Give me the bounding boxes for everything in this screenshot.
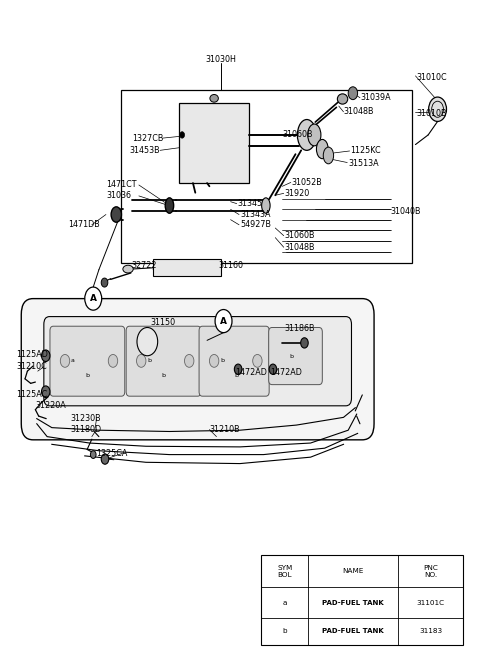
Text: 31183: 31183 — [419, 628, 442, 635]
Text: b: b — [162, 373, 166, 378]
Circle shape — [90, 451, 96, 458]
Text: 1472AD: 1472AD — [271, 368, 302, 377]
Text: A: A — [220, 316, 227, 326]
Text: 31180D: 31180D — [71, 425, 102, 434]
Text: 1327CB: 1327CB — [132, 134, 163, 143]
Text: b: b — [148, 358, 152, 364]
Text: 32722: 32722 — [132, 261, 157, 271]
Circle shape — [184, 354, 194, 367]
FancyBboxPatch shape — [21, 299, 374, 440]
FancyBboxPatch shape — [269, 328, 322, 384]
Text: A: A — [90, 294, 97, 303]
Text: 31048B: 31048B — [344, 107, 374, 117]
Text: 31345: 31345 — [238, 199, 263, 208]
FancyBboxPatch shape — [50, 326, 125, 396]
Text: 31039A: 31039A — [360, 93, 391, 102]
Bar — [153, 259, 221, 276]
Text: a: a — [71, 358, 75, 364]
Text: 1325CA: 1325CA — [96, 449, 128, 458]
Text: SYM
BOL: SYM BOL — [277, 565, 292, 578]
Bar — [121, 90, 412, 263]
Circle shape — [209, 354, 219, 367]
Text: PAD-FUEL TANK: PAD-FUEL TANK — [322, 599, 384, 606]
Ellipse shape — [308, 124, 321, 146]
Text: 31101C: 31101C — [417, 599, 444, 606]
Circle shape — [269, 364, 276, 375]
Text: NAME: NAME — [342, 569, 363, 574]
Text: 31210B: 31210B — [209, 425, 240, 434]
Ellipse shape — [298, 119, 316, 151]
Text: 31030H: 31030H — [206, 54, 237, 64]
FancyBboxPatch shape — [126, 326, 201, 396]
Text: 31210C: 31210C — [16, 362, 47, 371]
Circle shape — [60, 354, 70, 367]
Circle shape — [136, 354, 146, 367]
Circle shape — [215, 310, 232, 333]
Circle shape — [252, 354, 262, 367]
Ellipse shape — [165, 198, 174, 214]
Text: 1125KC: 1125KC — [350, 147, 381, 155]
Text: 31150: 31150 — [151, 318, 176, 327]
Bar — [261, 555, 463, 645]
Text: PNC
NO.: PNC NO. — [423, 565, 438, 578]
Circle shape — [234, 364, 242, 375]
Ellipse shape — [111, 207, 121, 222]
Text: 31920: 31920 — [285, 189, 310, 198]
Circle shape — [180, 132, 184, 138]
Circle shape — [300, 338, 308, 348]
Text: b: b — [220, 358, 224, 364]
Text: 31513A: 31513A — [348, 159, 379, 168]
Text: 1471DB: 1471DB — [68, 220, 100, 229]
Ellipse shape — [210, 94, 218, 102]
Text: 31220A: 31220A — [36, 402, 66, 410]
Circle shape — [137, 328, 157, 356]
FancyBboxPatch shape — [44, 316, 351, 406]
Text: 31060B: 31060B — [285, 231, 315, 240]
Text: 54927B: 54927B — [240, 220, 271, 229]
Text: 31052B: 31052B — [292, 178, 323, 187]
Text: 31343A: 31343A — [240, 210, 271, 219]
Text: 1472AD: 1472AD — [235, 368, 267, 377]
Text: 31010B: 31010B — [416, 109, 447, 119]
Text: 1125AD: 1125AD — [16, 350, 48, 359]
Text: 31010C: 31010C — [416, 73, 447, 82]
Text: 31453B: 31453B — [129, 146, 160, 155]
Circle shape — [348, 87, 358, 100]
Circle shape — [85, 287, 102, 310]
Circle shape — [108, 354, 118, 367]
Circle shape — [41, 386, 50, 398]
Text: 31040B: 31040B — [391, 208, 421, 216]
FancyBboxPatch shape — [199, 326, 269, 396]
Circle shape — [101, 278, 108, 287]
Ellipse shape — [429, 97, 446, 121]
Text: b: b — [85, 373, 89, 378]
Circle shape — [101, 454, 109, 464]
Text: b: b — [282, 628, 287, 635]
Text: 31160: 31160 — [219, 261, 244, 271]
Text: 31186B: 31186B — [285, 324, 315, 333]
Text: b: b — [234, 373, 238, 378]
Ellipse shape — [123, 265, 133, 273]
Text: a: a — [283, 599, 287, 606]
Text: PAD-FUEL TANK: PAD-FUEL TANK — [322, 628, 384, 635]
Text: 31230B: 31230B — [71, 414, 101, 423]
Ellipse shape — [316, 140, 328, 159]
Text: 31060B: 31060B — [282, 130, 313, 140]
Text: 31048B: 31048B — [285, 243, 315, 252]
Circle shape — [41, 350, 50, 362]
Text: 1125AC: 1125AC — [16, 390, 48, 400]
Text: 31036: 31036 — [106, 191, 131, 200]
Text: 1471CT: 1471CT — [106, 181, 136, 189]
Bar — [179, 103, 250, 183]
Ellipse shape — [337, 94, 348, 104]
Text: b: b — [290, 354, 294, 359]
Ellipse shape — [323, 147, 334, 164]
Ellipse shape — [262, 198, 270, 214]
